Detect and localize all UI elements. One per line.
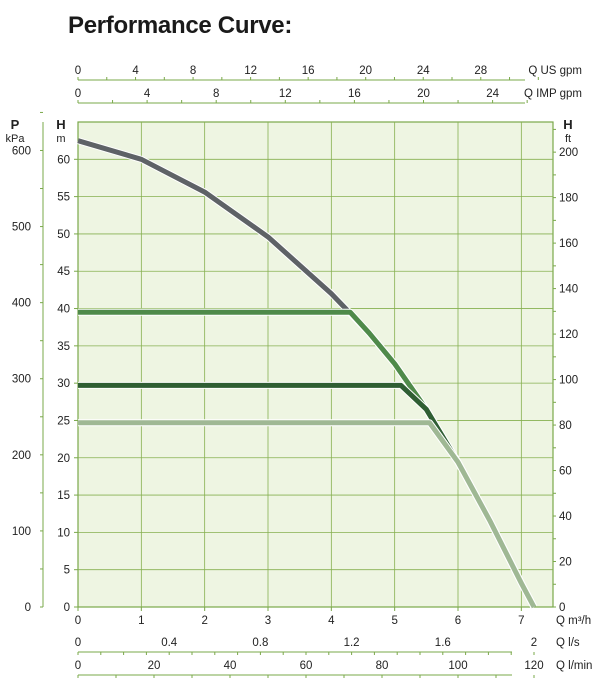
ft-tick-label: 0 (559, 602, 565, 614)
curve-25m (78, 420, 537, 609)
kpa-tick-label: 200 (12, 450, 31, 462)
ls-tick-label: 2 (531, 637, 537, 649)
imp-gpm-axis-label: Q IMP gpm (524, 88, 582, 100)
ls-tick-label: 0 (75, 637, 81, 649)
kpa-tick-label: 300 (12, 374, 31, 386)
ls-tick-label: 0.4 (161, 637, 178, 649)
us-gpm-tick-label: 12 (244, 65, 257, 77)
x-tick-label: 1 (138, 615, 144, 627)
lmin-tick-label: 120 (524, 660, 543, 672)
us-gpm-axis-label: Q US gpm (528, 65, 582, 77)
imp-gpm-tick-label: 8 (213, 88, 219, 100)
lmin-tick-label: 60 (300, 660, 313, 672)
series-lines (77, 137, 538, 609)
x-tick-label: 5 (391, 615, 397, 627)
us-gpm-tick-label: 24 (417, 65, 430, 77)
kpa-axis-unit: kPa (6, 133, 26, 145)
lmin-tick-label: 100 (448, 660, 467, 672)
kpa-tick-label: 0 (25, 602, 31, 614)
ft-tick-label: 120 (559, 329, 578, 341)
plot-area (77, 121, 554, 608)
ft-axis-label: H (563, 117, 572, 132)
ft-tick-label: 100 (559, 375, 578, 387)
imp-gpm-tick-label: 12 (279, 88, 292, 100)
ft-tick-label: 200 (559, 147, 578, 159)
chart-title: Performance Curve: (68, 12, 293, 39)
ls-tick-label: 1.6 (435, 637, 451, 649)
us-gpm-tick-label: 20 (359, 65, 372, 77)
ft-axis-unit: ft (565, 133, 571, 145)
ls-tick-label: 1.2 (344, 637, 360, 649)
imp-gpm-tick-label: 0 (75, 88, 81, 100)
axes: 0 1 2 3 4 5 6 705101520253035404550556001002003… (12, 65, 578, 678)
kpa-tick-label: 100 (12, 526, 31, 538)
y-tick-label: 35 (57, 341, 70, 353)
x-tick-label: 7 (518, 615, 524, 627)
kpa-tick-label: 400 (12, 298, 31, 310)
kpa-tick-label: 600 (12, 145, 31, 157)
ls-tick-label: 0.8 (252, 637, 268, 649)
y-tick-label: 50 (57, 229, 70, 241)
y-tick-label: 45 (57, 266, 70, 278)
x-tick-label: 3 (265, 615, 271, 627)
us-gpm-tick-label: 4 (132, 65, 139, 77)
imp-gpm-tick-label: 16 (348, 88, 361, 100)
imp-gpm-tick-label: 4 (144, 88, 151, 100)
y-tick-label: 60 (57, 154, 70, 166)
y-tick-label: 40 (57, 304, 70, 316)
ft-tick-label: 160 (559, 238, 578, 250)
x-tick-label: 0 (75, 615, 81, 627)
ft-tick-label: 20 (559, 557, 572, 569)
y-tick-label: 0 (64, 602, 70, 614)
us-gpm-tick-label: 16 (302, 65, 315, 77)
us-gpm-tick-label: 0 (75, 65, 81, 77)
x-tick-label: 4 (328, 615, 335, 627)
lmin-tick-label: 0 (75, 660, 81, 672)
y-tick-label: 30 (57, 378, 70, 390)
x-tick-label: 6 (455, 615, 461, 627)
y-axis-label: H (56, 117, 65, 132)
us-gpm-tick-label: 28 (474, 65, 487, 77)
ft-tick-label: 140 (559, 284, 578, 296)
y-tick-label: 25 (57, 415, 70, 427)
x-axis-label: Q m³/h (556, 615, 591, 627)
y-axis-unit: m (56, 133, 65, 145)
lmin-tick-label: 20 (148, 660, 161, 672)
kpa-tick-label: 500 (12, 222, 31, 234)
ft-tick-label: 60 (559, 466, 572, 478)
y-tick-label: 20 (57, 453, 70, 465)
y-tick-label: 15 (57, 490, 70, 502)
y-tick-label: 55 (57, 192, 70, 204)
lmin-tick-label: 80 (376, 660, 389, 672)
kpa-axis-label: P (11, 117, 20, 132)
ft-tick-label: 180 (559, 193, 578, 205)
ft-tick-label: 80 (559, 420, 572, 432)
ft-tick-label: 40 (559, 511, 572, 523)
ls-axis-label: Q l/s (556, 637, 580, 649)
y-tick-label: 5 (64, 565, 70, 577)
grid-lines (78, 122, 553, 607)
x-tick-label: 2 (201, 615, 207, 627)
y-tick-label: 10 (57, 527, 70, 539)
imp-gpm-tick-label: 24 (486, 88, 499, 100)
lmin-tick-label: 40 (224, 660, 237, 672)
lmin-axis-label: Q l/min (556, 660, 592, 672)
imp-gpm-tick-label: 20 (417, 88, 430, 100)
us-gpm-tick-label: 8 (190, 65, 196, 77)
